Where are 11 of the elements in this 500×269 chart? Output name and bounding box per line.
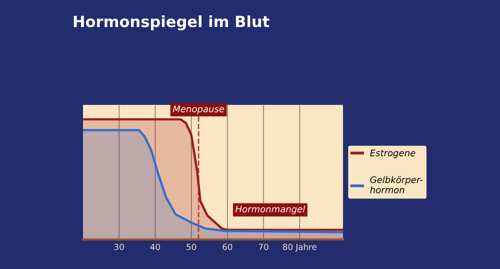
chart-title: Hormonspiegel im Blut (74, 15, 270, 30)
legend-label: Gelbkörper- hormon (370, 176, 423, 194)
legend-label: Estrogene (370, 150, 416, 158)
ref-line-label: Menopause (172, 106, 224, 114)
x-tick-label: 60 (222, 244, 232, 250)
x-tick-label: 30 (114, 244, 124, 250)
x-tick-label: 50 (186, 244, 196, 250)
x-tick-label: 40 (150, 244, 160, 250)
x-tick-label: 80 Jahre (283, 244, 316, 252)
x-tick-label: 70 (258, 244, 268, 250)
annotation: Hormonmangel (235, 205, 306, 214)
